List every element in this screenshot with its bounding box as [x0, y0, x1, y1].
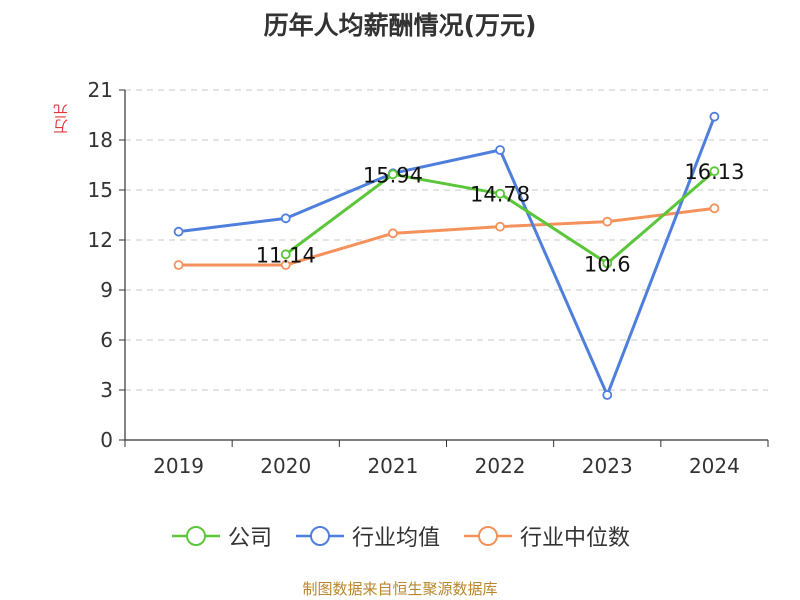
data-label: 14.78: [470, 183, 530, 207]
series-line: [178, 116, 716, 397]
data-point: [602, 390, 613, 400]
y-tick-label: 15: [88, 178, 113, 202]
x-tick-label: 2019: [153, 454, 204, 478]
data-point: [388, 169, 398, 180]
series-line: [178, 206, 715, 267]
data-point: [495, 221, 505, 232]
legend-label: 行业均值: [351, 526, 440, 551]
y-tick-label: 9: [100, 278, 113, 302]
data-point: [173, 226, 184, 237]
data-point: [495, 188, 505, 199]
legend-item[interactable]: 行业均值: [294, 520, 440, 552]
data-label: 11.14: [256, 243, 316, 267]
data-point: [280, 213, 291, 224]
legend-item[interactable]: 行业中位数: [462, 520, 630, 552]
x-tick-label: 2024: [689, 454, 740, 478]
data-label: 16.13: [684, 160, 744, 184]
data-point: [495, 145, 505, 155]
chart-title: 历年人均薪酬情况(万元): [263, 11, 537, 40]
legend: 公司 行业均值 行业中位数: [0, 520, 800, 552]
legend-item[interactable]: 公司: [170, 520, 272, 552]
data-label: 10.6: [584, 252, 631, 276]
legend-label: 公司: [227, 526, 272, 551]
x-tick-label: 2022: [475, 454, 526, 478]
y-tick-label: 0: [100, 428, 113, 452]
y-tick-label: 6: [100, 328, 113, 352]
x-tick-label: 2023: [582, 454, 633, 478]
data-point: [602, 258, 613, 269]
x-tick-label: 2021: [367, 454, 418, 478]
y-tick-label: 18: [88, 128, 113, 152]
data-point: [280, 260, 291, 270]
data-label: 15.94: [363, 163, 423, 187]
data-point: [280, 249, 291, 260]
legend-marker-icon: [464, 526, 512, 546]
y-tick-label: 3: [100, 378, 113, 402]
y-tick-label: 21: [88, 78, 113, 102]
data-point: [173, 260, 184, 270]
source-note: 制图数据来自恒生聚源数据库: [302, 580, 498, 598]
legend-marker-icon: [295, 526, 344, 546]
data-point: [709, 166, 720, 177]
data-point: [709, 111, 720, 122]
data-point: [602, 216, 613, 227]
x-tick-label: 2020: [260, 454, 311, 478]
legend-label: 行业中位数: [520, 526, 631, 551]
legend-marker-icon: [171, 526, 220, 546]
data-point: [709, 203, 720, 214]
y-tick-label: 12: [88, 228, 113, 252]
data-point: [388, 228, 398, 239]
